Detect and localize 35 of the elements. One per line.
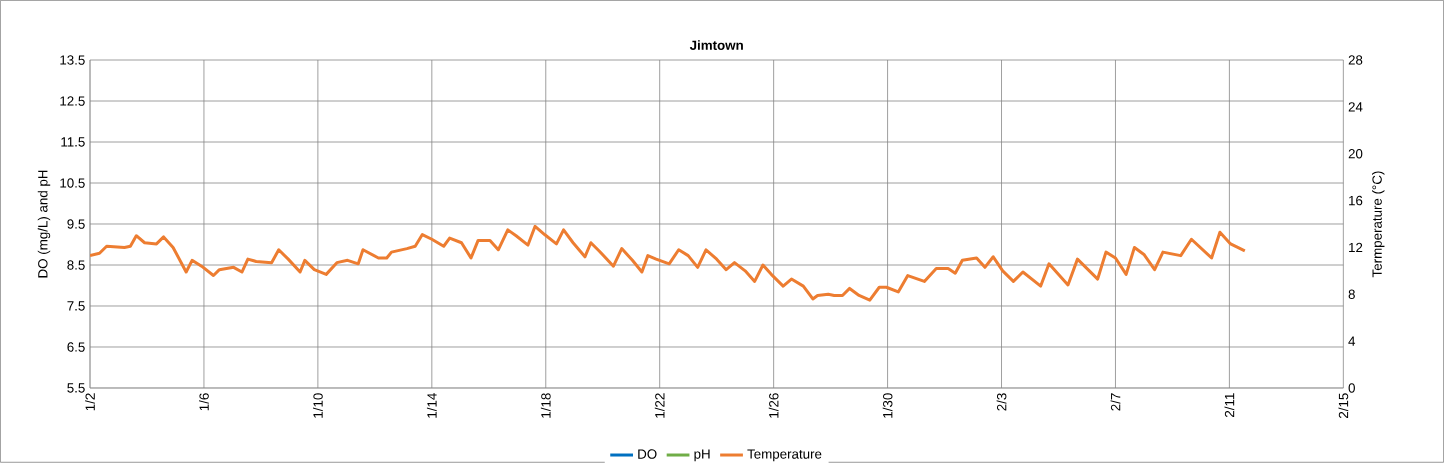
x-tick-label: 1/2 (85, 393, 95, 411)
y2-axis-title: Termperature (°C) (1372, 171, 1385, 278)
x-tick-label: 2/3 (996, 393, 1007, 411)
legend-label: pH (694, 449, 710, 462)
y2-tick-label: 12 (1349, 242, 1363, 253)
legend-label: DO (638, 449, 657, 459)
y-tick-label: 12.5 (60, 96, 85, 106)
y-tick-label: 13.5 (60, 55, 85, 65)
chart-title: Jimtown (689, 40, 743, 50)
x-tick-label: 1/6 (199, 393, 209, 411)
x-tick-label: 2/15 (1338, 393, 1349, 418)
y-tick-label: 11.5 (61, 137, 85, 147)
y2-tick-label: 0 (1348, 383, 1355, 393)
x-tick-label: 1/30 (882, 393, 893, 418)
y-tick-label: 9.5 (67, 219, 85, 229)
x-tick-label: 1/18 (540, 393, 551, 418)
x-tick-label: 1/14 (426, 393, 437, 418)
legend-label: Temperature (747, 449, 822, 462)
y-tick-label: 6.5 (67, 342, 85, 352)
x-tick-label: 1/10 (313, 393, 323, 418)
y2-tick-label: 20 (1348, 149, 1363, 159)
y-tick-label: 8.5 (67, 260, 85, 270)
y2-tick-label: 24 (1348, 102, 1363, 112)
y-tick-label: 7.5 (67, 301, 85, 311)
y2-tick-label: 4 (1348, 336, 1356, 346)
x-tick-label: 1/26 (768, 393, 779, 418)
x-tick-label: 1/22 (654, 393, 665, 418)
y-axis-title: DO (mg/L) and pH (37, 170, 51, 278)
x-tick-label: 2/11 (1224, 393, 1235, 417)
y2-tick-label: 28 (1348, 55, 1363, 65)
y-tick-label: 5.5 (67, 383, 85, 393)
x-tick-label: 2/7 (1110, 393, 1121, 411)
y-tick-label: 10.5 (60, 178, 85, 188)
y2-tick-label: 8 (1348, 289, 1355, 299)
y2-tick-label: 16 (1349, 195, 1363, 206)
